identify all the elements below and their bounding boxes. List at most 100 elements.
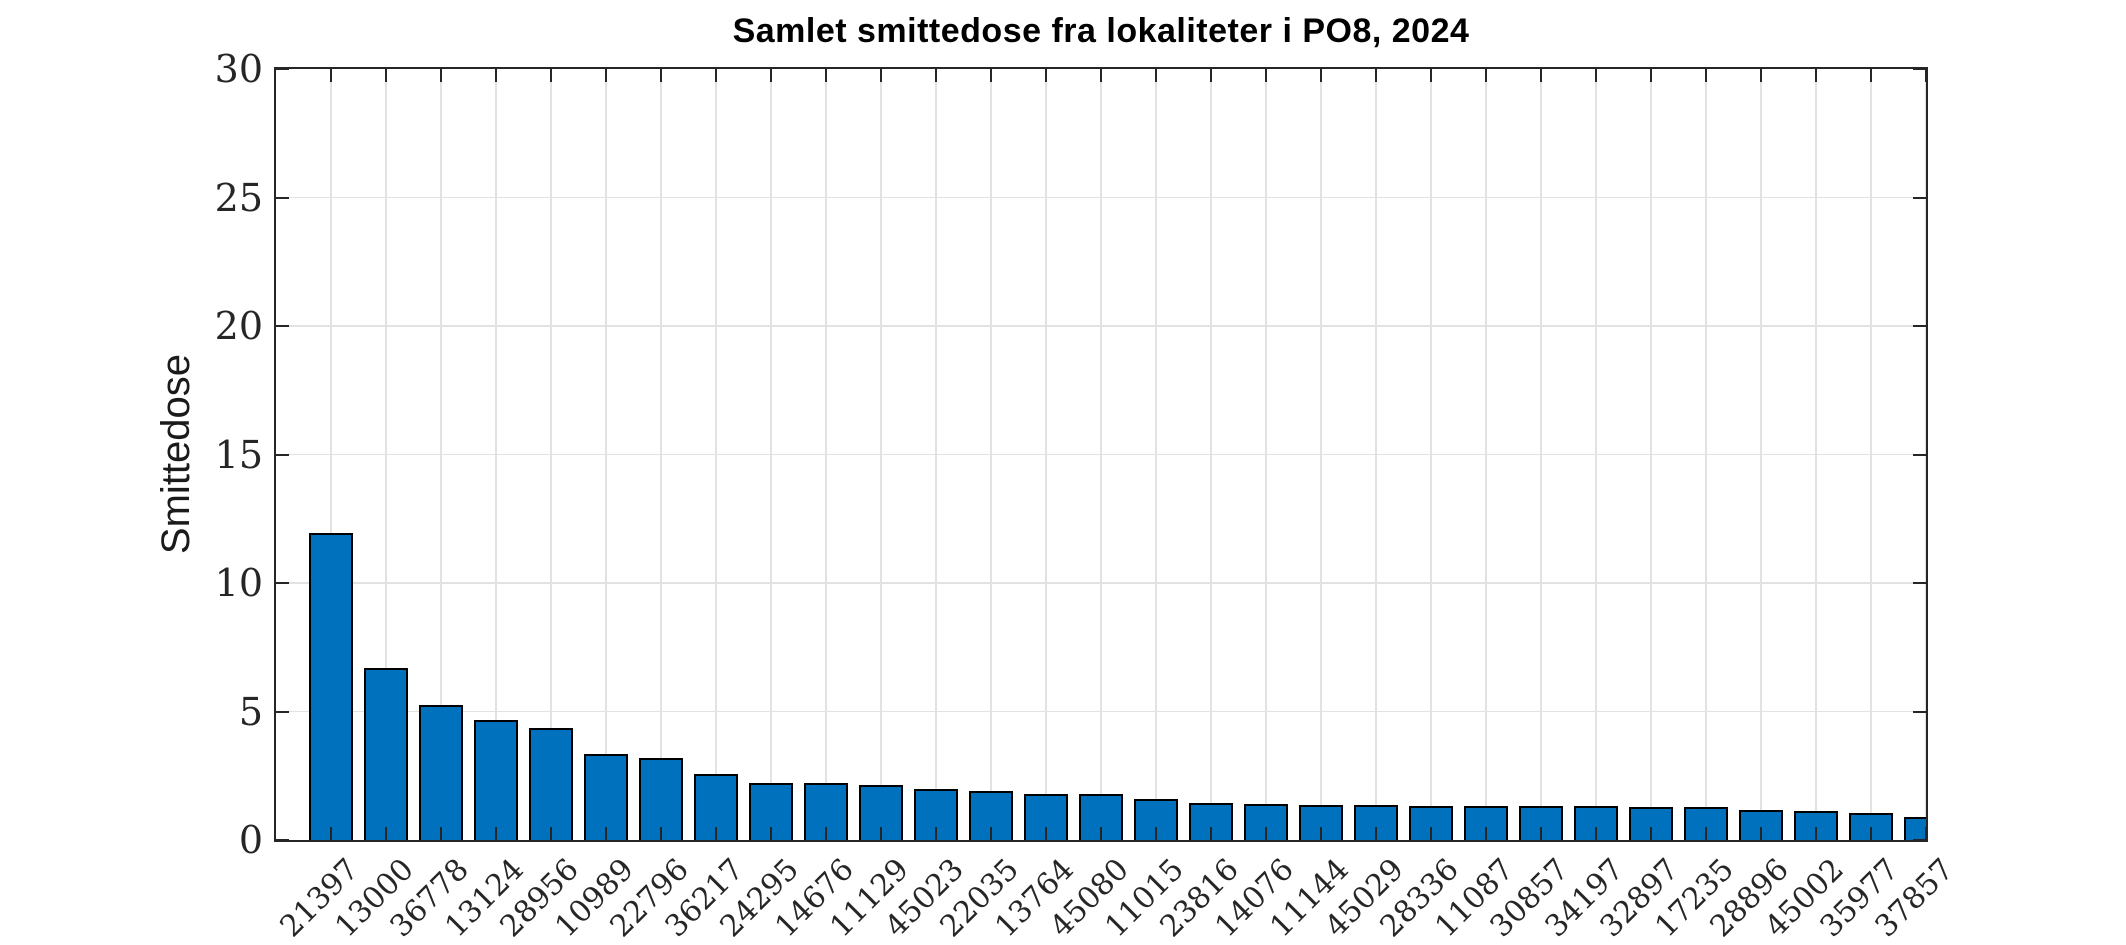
x-tick-mark-top [440,69,442,82]
x-tick-mark-top [1210,69,1212,82]
x-gridline [825,69,827,840]
x-gridline [1760,69,1762,840]
y-tick-mark-right [1913,325,1926,327]
x-gridline [880,69,882,840]
bar [749,783,793,840]
x-tick-mark [825,827,827,840]
x-gridline [1705,69,1707,840]
x-tick-mark [550,827,552,840]
y-tick-label: 25 [214,175,263,220]
x-tick-mark [1430,827,1432,840]
x-tick-mark-top [495,69,497,82]
x-tick-mark-top [770,69,772,82]
x-tick-mark [495,827,497,840]
chart-title: Samlet smittedose fra lokaliteter i PO8,… [732,12,1470,50]
x-tick-mark [440,827,442,840]
x-tick-mark-top [1705,69,1707,82]
y-tick-mark [276,325,289,327]
y-tick-mark [276,839,289,840]
x-tick-mark-top [1595,69,1597,82]
x-tick-mark [1155,827,1157,840]
y-tick-mark-right [1913,839,1926,840]
x-gridline [550,69,552,840]
x-gridline [1320,69,1322,840]
x-tick-mark [715,827,717,840]
plot-canvas [276,69,1926,840]
x-gridline [715,69,717,840]
x-tick-mark [1045,827,1047,840]
bar [584,754,628,840]
x-tick-mark-top [385,69,387,82]
x-gridline [1155,69,1157,840]
y-tick-mark [276,453,289,456]
x-gridline [660,69,662,840]
bar [419,705,463,840]
x-gridline [385,69,387,840]
x-tick-mark [1210,827,1212,840]
bar [529,728,573,840]
x-gridline [495,69,497,840]
x-tick-mark-top [1650,69,1652,82]
x-gridline [1815,69,1817,840]
x-gridline [330,69,332,840]
x-gridline [1045,69,1047,840]
bar [1904,817,1926,840]
y-tick-label: 5 [238,689,263,734]
x-tick-mark-top [1045,69,1047,82]
x-tick-mark [1265,827,1267,840]
y-tick-label: 0 [238,818,263,862]
y-tick-label: 10 [214,561,263,605]
x-gridline [1375,69,1377,840]
bar [364,668,408,840]
x-tick-mark-top [1870,69,1872,82]
x-gridline [1870,69,1872,840]
x-gridline [1540,69,1542,840]
x-tick-mark-top [1540,69,1542,82]
x-tick-mark [1705,827,1707,840]
y-tick-mark-right [1913,196,1926,199]
y-tick-mark-right [1913,69,1926,70]
x-gridline [1595,69,1597,840]
x-tick-mark-top [1320,69,1322,82]
x-tick-mark [935,827,937,840]
x-tick-mark-top [1430,69,1432,82]
x-tick-mark [605,827,607,840]
x-tick-mark-top [550,69,552,82]
x-tick-mark [1375,827,1377,840]
bar [639,758,683,840]
bar [309,533,353,840]
x-gridline [770,69,772,840]
x-tick-mark-top [1100,69,1102,82]
x-tick-mark-top [1485,69,1487,82]
y-tick-mark-right [1913,453,1926,456]
x-tick-mark-top [880,69,882,82]
x-gridline [605,69,607,840]
x-tick-mark [385,827,387,840]
x-gridline [1210,69,1212,840]
y-tick-mark [276,196,289,199]
x-gridline [1485,69,1487,840]
y-tick-label: 20 [214,304,263,348]
bar [1849,813,1893,840]
x-tick-mark [1760,827,1762,840]
x-tick-mark [1815,827,1817,840]
bar [1244,804,1288,840]
x-tick-mark-top [1925,69,1926,82]
x-tick-mark [1100,827,1102,840]
x-tick-mark-top [1815,69,1817,82]
x-tick-mark [1540,827,1542,840]
x-tick-mark [660,827,662,840]
x-gridline [990,69,992,840]
x-tick-mark-top [330,69,332,82]
x-tick-mark [770,827,772,840]
x-tick-mark-top [990,69,992,82]
y-tick-label: 30 [214,47,263,91]
x-tick-mark [1595,827,1597,840]
y-tick-mark [276,710,289,713]
x-gridline [440,69,442,840]
x-tick-mark [1650,827,1652,840]
x-tick-mark-top [1760,69,1762,82]
y-tick-mark-right [1913,710,1926,713]
y-tick-label: 15 [214,432,263,477]
x-tick-mark-top [660,69,662,82]
